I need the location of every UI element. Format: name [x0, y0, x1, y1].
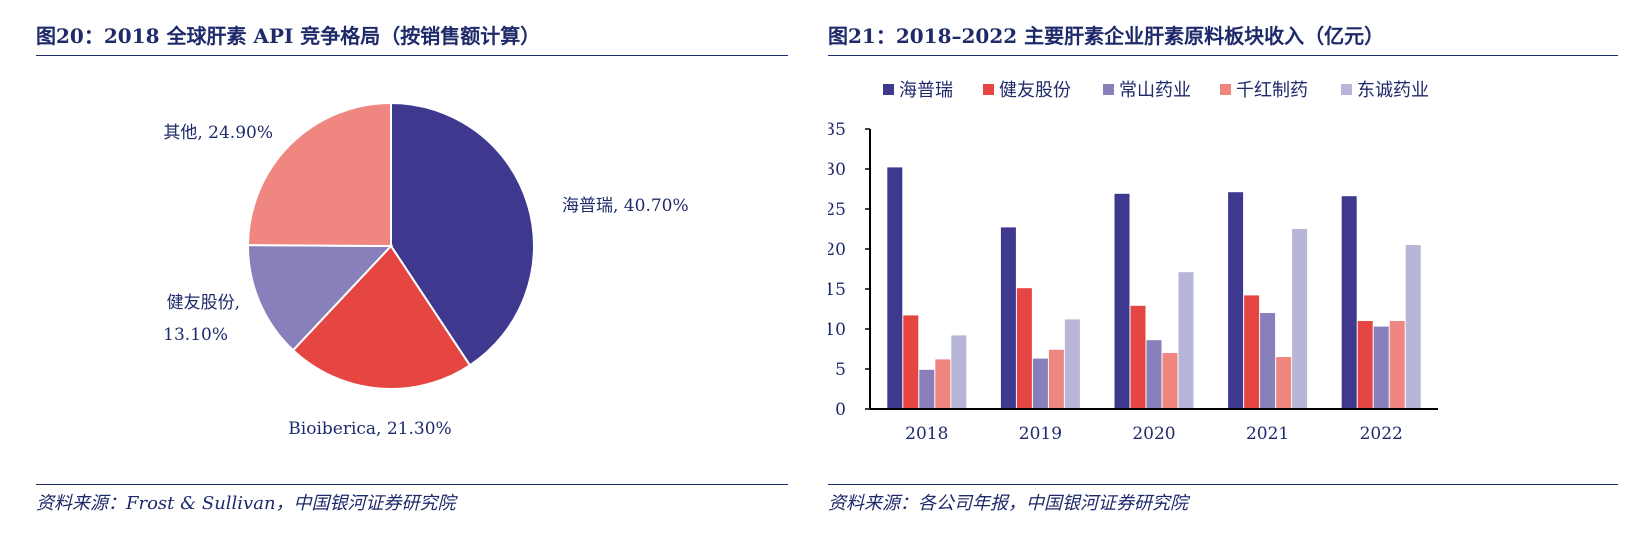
bar-chart: 海普瑞 健友股份 常山药业 千红制药 东诚药业 0 5 10 15 20 25 30 35 2018 201… — [828, 80, 1438, 444]
bar-2018-5 — [951, 335, 967, 409]
source-rule — [828, 484, 1618, 485]
x-tick-label-2019: 2019 — [1019, 424, 1062, 444]
bar-2018-3 — [919, 369, 935, 409]
legend-swatch-4 — [1220, 84, 1231, 95]
legend-label-3: 常山药业 — [1119, 80, 1191, 101]
legend-label-1: 海普瑞 — [899, 80, 953, 101]
bar-2022-3 — [1373, 326, 1389, 409]
y-tick-label-1: 5 — [835, 360, 846, 380]
bar-2022-5 — [1405, 245, 1421, 409]
pie-label-1: 海普瑞, 40.70% — [562, 196, 689, 216]
source-rule — [36, 484, 788, 485]
bar-2020-1 — [1114, 193, 1130, 409]
bar-2018-4 — [935, 359, 951, 409]
left-panel: 图20：2018 全球肝素 API 竞争格局（按销售额计算） 海普瑞, 40.7… — [0, 0, 800, 548]
bar-2021-5 — [1292, 229, 1308, 409]
bar-2022-2 — [1357, 321, 1373, 409]
y-tick-label-4: 20 — [828, 240, 846, 260]
legend-swatch-2 — [983, 84, 994, 95]
x-tick-label-2021: 2021 — [1246, 424, 1289, 444]
legend-swatch-1 — [883, 84, 894, 95]
y-tick-label-0: 0 — [835, 400, 846, 420]
title-rule — [36, 55, 788, 56]
pie-slice-4 — [246, 101, 392, 248]
legend-label-5: 东诚药业 — [1357, 80, 1429, 101]
right-panel: 图21：2018–2022 主要肝素企业肝素原料板块收入（亿元） 海普瑞 健友股份… — [828, 0, 1642, 548]
bar-2019-1 — [1000, 227, 1016, 409]
y-tick-label-7: 35 — [828, 120, 846, 140]
bar-2018-1 — [887, 167, 903, 409]
bar-2019-4 — [1048, 349, 1064, 409]
pie-label-4: 其他, 24.90% — [163, 123, 273, 143]
bar-2021-1 — [1228, 192, 1244, 409]
figure-20-title: 图20：2018 全球肝素 API 竞争格局（按销售额计算） — [36, 24, 541, 48]
legend-label-4: 千红制药 — [1236, 80, 1308, 101]
x-tick-label-2018: 2018 — [905, 424, 948, 444]
legend-swatch-3 — [1103, 84, 1114, 95]
bar-2022-4 — [1389, 321, 1405, 409]
title-rule — [828, 55, 1618, 56]
y-tick-label-5: 25 — [828, 200, 846, 220]
x-tick-label-2020: 2020 — [1132, 424, 1175, 444]
bar-2020-4 — [1162, 353, 1178, 409]
y-tick-label-2: 10 — [828, 320, 846, 340]
figure-20-source: 资料来源：Frost & Sullivan，中国银河证券研究院 — [36, 493, 456, 514]
figure-21-title: 图21：2018–2022 主要肝素企业肝素原料板块收入（亿元） — [828, 24, 1385, 48]
bar-2022-1 — [1341, 196, 1357, 409]
bar-2021-2 — [1244, 295, 1260, 409]
y-tick-label-3: 15 — [828, 280, 846, 300]
pie-label-3-value: 13.10% — [163, 325, 228, 345]
bar-2018-2 — [903, 315, 919, 409]
x-tick-label-2022: 2022 — [1360, 424, 1403, 444]
bar-2020-3 — [1146, 340, 1162, 409]
bar-2019-5 — [1064, 319, 1080, 409]
bar-2019-3 — [1032, 358, 1048, 409]
bar-2020-2 — [1130, 305, 1146, 409]
bar-2021-3 — [1260, 313, 1276, 409]
bar-2021-4 — [1276, 357, 1292, 409]
pie-label-3-name: 健友股份, — [167, 293, 240, 313]
pie-label-2: Bioiberica, 21.30% — [288, 419, 451, 439]
pie-slice-3 — [247, 244, 394, 352]
figure-21-source: 资料来源：各公司年报，中国银河证券研究院 — [828, 493, 1188, 514]
bar-2020-5 — [1178, 272, 1194, 409]
pie-slice-2 — [291, 244, 472, 390]
bar-2019-2 — [1016, 288, 1032, 409]
legend-swatch-5 — [1341, 84, 1352, 95]
pie-chart: 海普瑞, 40.70% Bioiberica, 21.30% 健友股份, 13.10%… — [163, 101, 689, 439]
legend-label-2: 健友股份 — [999, 80, 1071, 101]
y-tick-label-6: 30 — [828, 160, 846, 180]
